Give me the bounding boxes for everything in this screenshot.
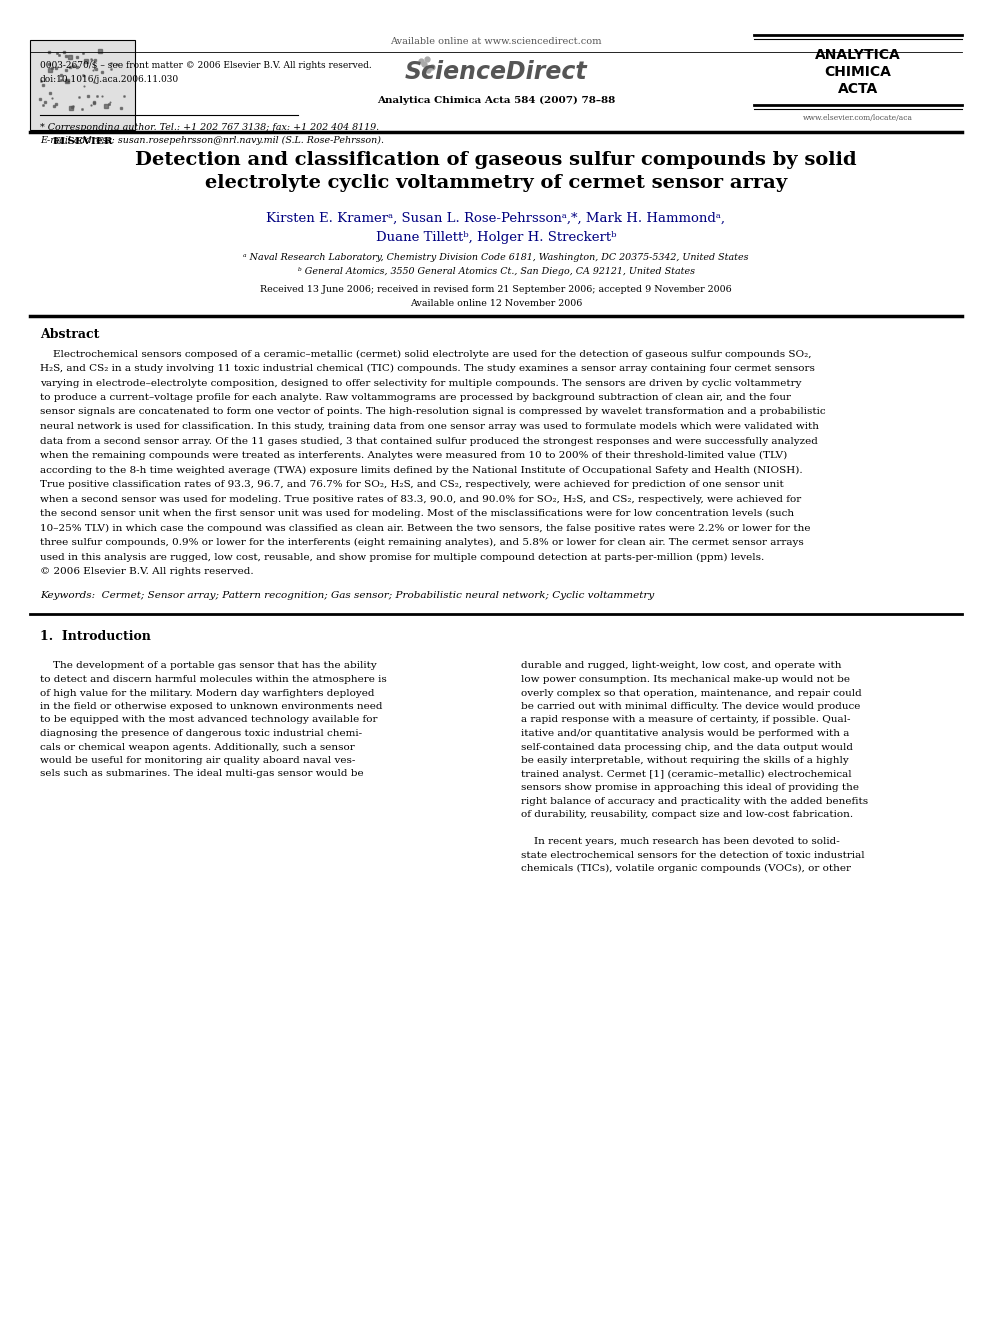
Text: © 2006 Elsevier B.V. All rights reserved.: © 2006 Elsevier B.V. All rights reserved… (40, 568, 253, 576)
Text: of high value for the military. Modern day warfighters deployed: of high value for the military. Modern d… (40, 688, 374, 697)
Text: Available online at www.sciencedirect.com: Available online at www.sciencedirect.co… (390, 37, 602, 46)
Text: be easily interpretable, without requiring the skills of a highly: be easily interpretable, without requiri… (521, 755, 848, 765)
Text: Received 13 June 2006; received in revised form 21 September 2006; accepted 9 No: Received 13 June 2006; received in revis… (260, 286, 732, 295)
Text: the second sensor unit when the first sensor unit was used for modeling. Most of: the second sensor unit when the first se… (40, 509, 794, 519)
Text: Analytica Chimica Acta 584 (2007) 78–88: Analytica Chimica Acta 584 (2007) 78–88 (377, 95, 615, 105)
Text: state electrochemical sensors for the detection of toxic industrial: state electrochemical sensors for the de… (521, 851, 864, 860)
Text: Keywords:  Cermet; Sensor array; Pattern recognition; Gas sensor; Probabilistic : Keywords: Cermet; Sensor array; Pattern … (40, 591, 654, 601)
Text: be carried out with minimal difficulty. The device would produce: be carried out with minimal difficulty. … (521, 703, 860, 710)
Text: H₂S, and CS₂ in a study involving 11 toxic industrial chemical (TIC) compounds. : H₂S, and CS₂ in a study involving 11 tox… (40, 364, 814, 373)
Text: itative and/or quantitative analysis would be performed with a: itative and/or quantitative analysis wou… (521, 729, 849, 738)
Text: right balance of accuracy and practicality with the added benefits: right balance of accuracy and practicali… (521, 796, 868, 806)
Text: neural network is used for classification. In this study, training data from one: neural network is used for classificatio… (40, 422, 818, 431)
Text: ᵇ General Atomics, 3550 General Atomics Ct., San Diego, CA 92121, United States: ᵇ General Atomics, 3550 General Atomics … (298, 266, 694, 275)
Text: durable and rugged, light-weight, low cost, and operate with: durable and rugged, light-weight, low co… (521, 662, 841, 671)
Text: ELSEVIER: ELSEVIER (53, 138, 113, 147)
Text: in the field or otherwise exposed to unknown environments need: in the field or otherwise exposed to unk… (40, 703, 382, 710)
Text: trained analyst. Cermet [1] (ceramic–metallic) electrochemical: trained analyst. Cermet [1] (ceramic–met… (521, 770, 851, 778)
Text: The development of a portable gas sensor that has the ability: The development of a portable gas sensor… (40, 662, 376, 671)
Text: * Corresponding author. Tel.: +1 202 767 3138; fax: +1 202 404 8119.: * Corresponding author. Tel.: +1 202 767… (40, 123, 379, 131)
Text: low power consumption. Its mechanical make-up would not be: low power consumption. Its mechanical ma… (521, 675, 850, 684)
Text: Available online 12 November 2006: Available online 12 November 2006 (410, 299, 582, 307)
Text: ACTA: ACTA (838, 82, 878, 97)
Text: three sulfur compounds, 0.9% or lower for the interferents (eight remaining anal: three sulfur compounds, 0.9% or lower fo… (40, 538, 804, 548)
Text: data from a second sensor array. Of the 11 gases studied, 3 that contained sulfu: data from a second sensor array. Of the … (40, 437, 817, 446)
Text: Detection and classification of gaseous sulfur compounds by solid: Detection and classification of gaseous … (135, 151, 857, 169)
Text: Kirsten E. Kramerᵃ, Susan L. Rose-Pehrssonᵃ,*, Mark H. Hammondᵃ,: Kirsten E. Kramerᵃ, Susan L. Rose-Pehrss… (267, 212, 725, 225)
Text: to detect and discern harmful molecules within the atmosphere is: to detect and discern harmful molecules … (40, 675, 387, 684)
Text: when a second sensor was used for modeling. True positive rates of 83.3, 90.0, a: when a second sensor was used for modeli… (40, 495, 801, 504)
Text: E-mail address: susan.rosepehrsson@nrl.navy.mil (S.L. Rose-Pehrsson).: E-mail address: susan.rosepehrsson@nrl.n… (40, 135, 384, 144)
Text: according to the 8-h time weighted average (TWA) exposure limits defined by the : according to the 8-h time weighted avera… (40, 466, 803, 475)
Text: self-contained data processing chip, and the data output would: self-contained data processing chip, and… (521, 742, 853, 751)
Text: to produce a current–voltage profile for each analyte. Raw voltammograms are pro: to produce a current–voltage profile for… (40, 393, 791, 402)
Text: ᵃ Naval Research Laboratory, Chemistry Division Code 6181, Washington, DC 20375-: ᵃ Naval Research Laboratory, Chemistry D… (243, 254, 749, 262)
Text: ScienceDirect: ScienceDirect (405, 60, 587, 83)
Bar (30, 40, 135, 130)
Text: used in this analysis are rugged, low cost, reusable, and show promise for multi: used in this analysis are rugged, low co… (40, 553, 764, 561)
Text: True positive classification rates of 93.3, 96.7, and 76.7% for SO₂, H₂S, and CS: True positive classification rates of 93… (40, 480, 784, 490)
Text: doi:10.1016/j.aca.2006.11.030: doi:10.1016/j.aca.2006.11.030 (40, 74, 179, 83)
Text: would be useful for monitoring air quality aboard naval ves-: would be useful for monitoring air quali… (40, 755, 355, 765)
Text: sels such as submarines. The ideal multi-gas sensor would be: sels such as submarines. The ideal multi… (40, 770, 363, 778)
Text: sensors show promise in approaching this ideal of providing the: sensors show promise in approaching this… (521, 783, 859, 792)
Text: Electrochemical sensors composed of a ceramic–metallic (cermet) solid electrolyt: Electrochemical sensors composed of a ce… (40, 349, 811, 359)
Text: diagnosing the presence of dangerous toxic industrial chemi-: diagnosing the presence of dangerous tox… (40, 729, 362, 738)
Text: www.elsevier.com/locate/aca: www.elsevier.com/locate/aca (804, 114, 913, 122)
Text: Abstract: Abstract (40, 328, 99, 340)
Text: CHIMICA: CHIMICA (824, 65, 892, 79)
Text: cals or chemical weapon agents. Additionally, such a sensor: cals or chemical weapon agents. Addition… (40, 742, 354, 751)
Text: ANALYTICA: ANALYTICA (815, 48, 901, 62)
Text: 0003-2670/$ – see front matter © 2006 Elsevier B.V. All rights reserved.: 0003-2670/$ – see front matter © 2006 El… (40, 61, 371, 70)
Text: when the remaining compounds were treated as interferents. Analytes were measure: when the remaining compounds were treate… (40, 451, 787, 460)
Text: overly complex so that operation, maintenance, and repair could: overly complex so that operation, mainte… (521, 688, 861, 697)
Text: In recent years, much research has been devoted to solid-: In recent years, much research has been … (521, 837, 839, 845)
Text: to be equipped with the most advanced technology available for: to be equipped with the most advanced te… (40, 716, 377, 725)
Text: of durability, reusability, compact size and low-cost fabrication.: of durability, reusability, compact size… (521, 810, 853, 819)
Text: 10–25% TLV) in which case the compound was classified as clean air. Between the : 10–25% TLV) in which case the compound w… (40, 524, 810, 533)
Text: Duane Tillettᵇ, Holger H. Streckertᵇ: Duane Tillettᵇ, Holger H. Streckertᵇ (376, 230, 616, 243)
Text: a rapid response with a measure of certainty, if possible. Qual-: a rapid response with a measure of certa… (521, 716, 850, 725)
Text: varying in electrode–electrolyte composition, designed to offer selectivity for : varying in electrode–electrolyte composi… (40, 378, 802, 388)
Text: electrolyte cyclic voltammetry of cermet sensor array: electrolyte cyclic voltammetry of cermet… (205, 175, 787, 192)
Text: chemicals (TICs), volatile organic compounds (VOCs), or other: chemicals (TICs), volatile organic compo… (521, 864, 851, 873)
Text: 1.  Introduction: 1. Introduction (40, 630, 151, 643)
Text: sensor signals are concatenated to form one vector of points. The high-resolutio: sensor signals are concatenated to form … (40, 407, 825, 417)
